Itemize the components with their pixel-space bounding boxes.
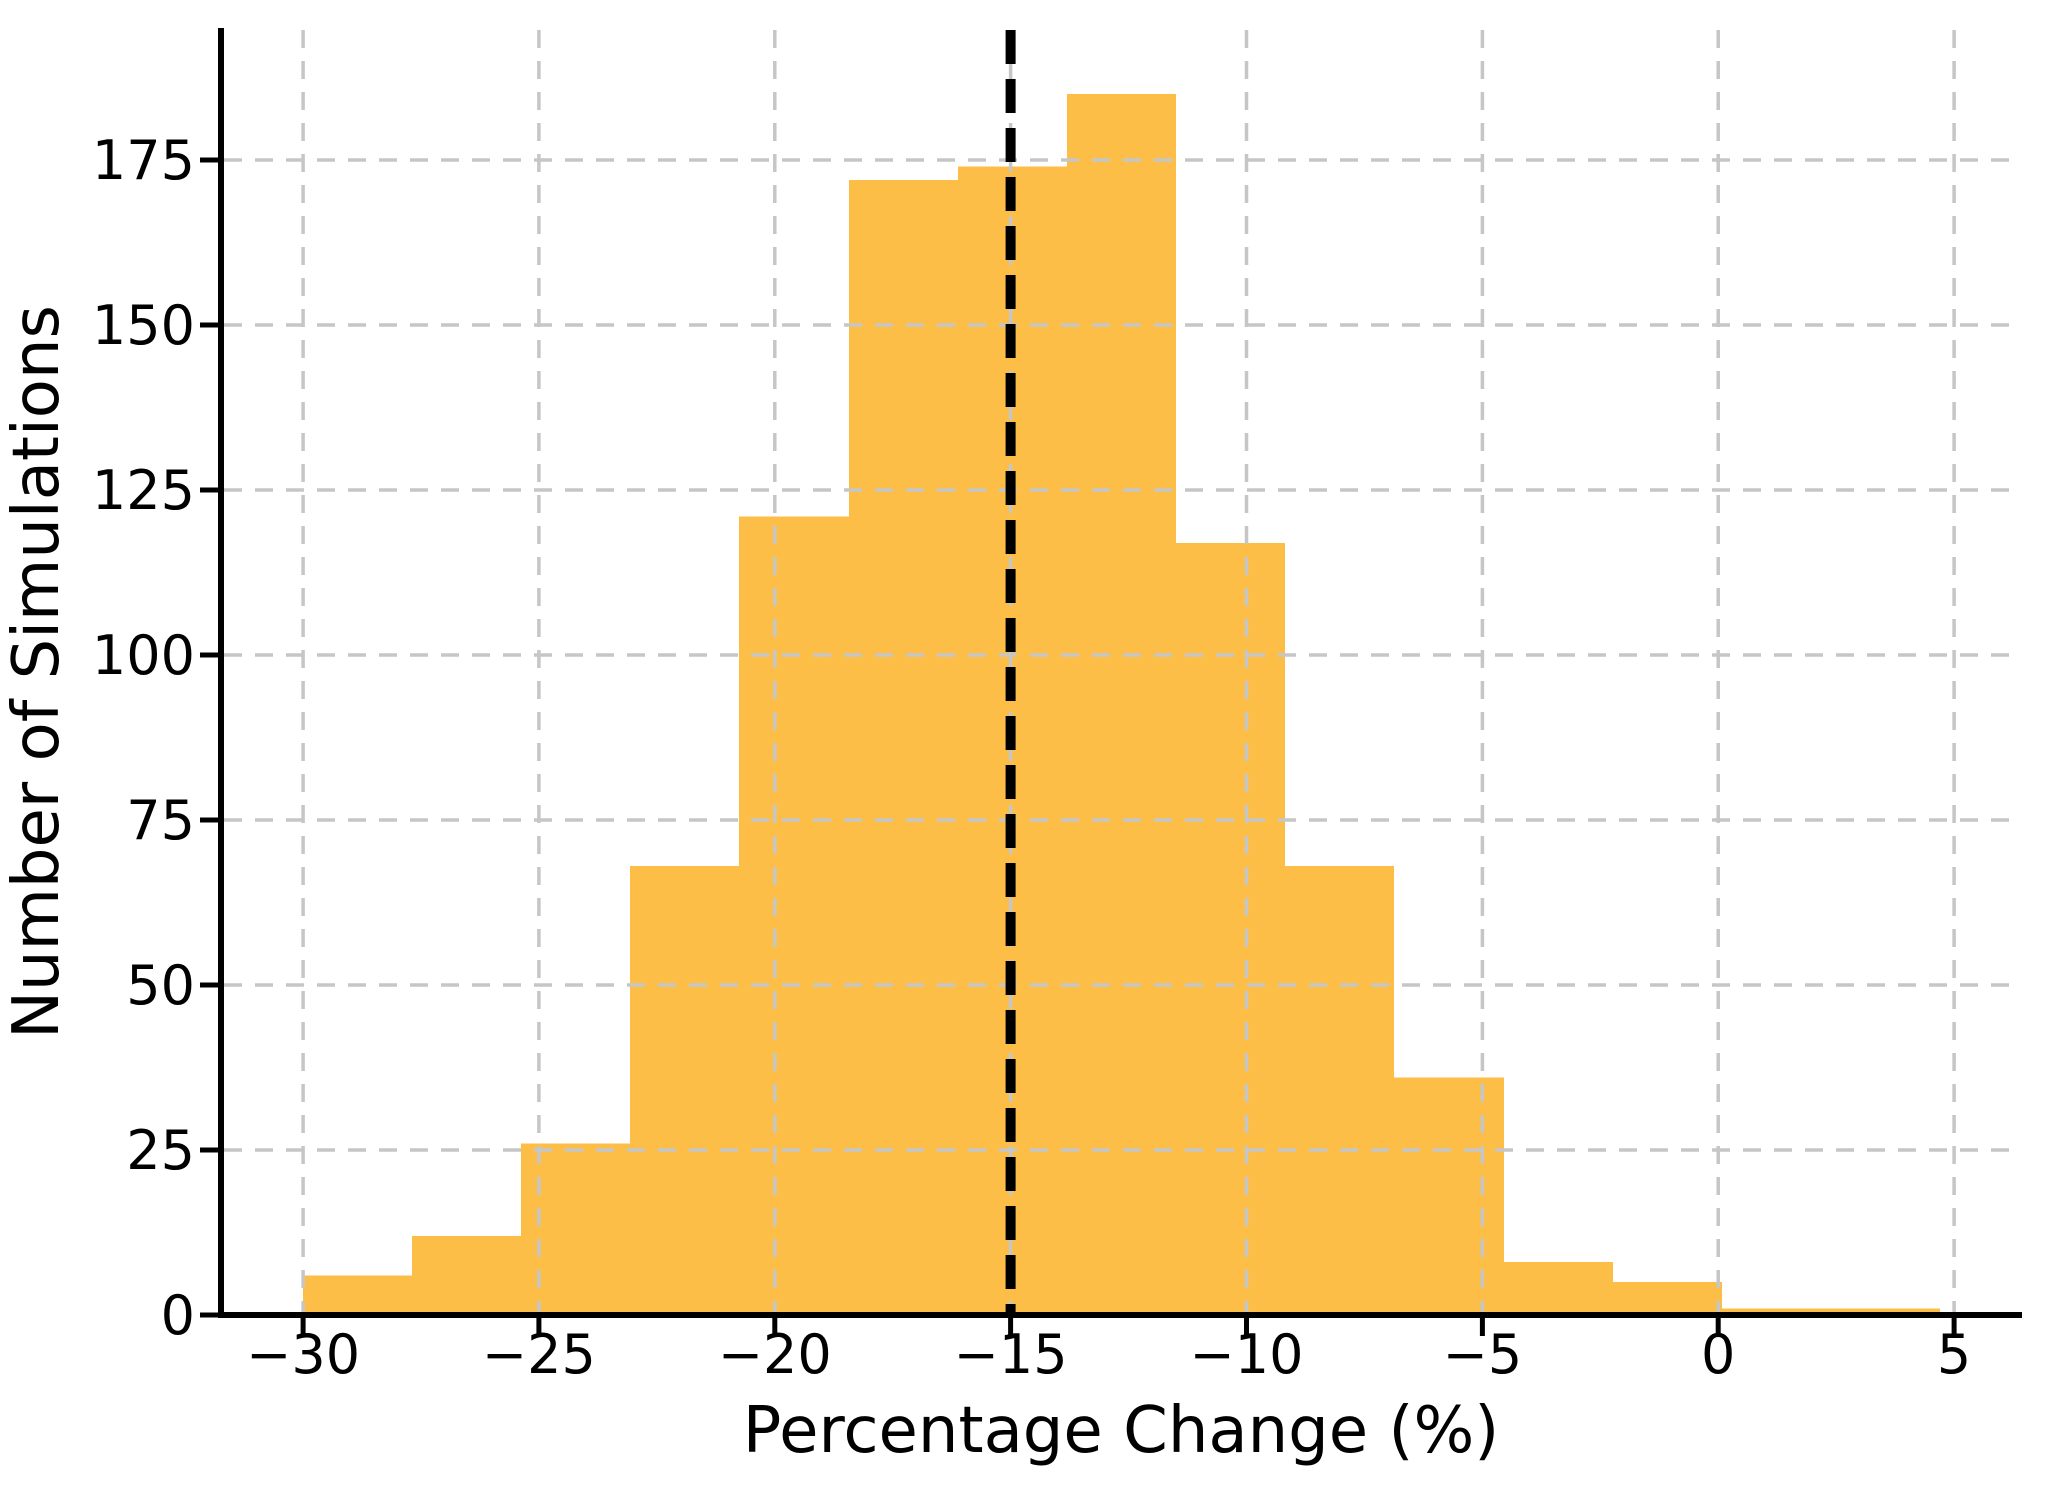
histogram-bar xyxy=(1831,1308,1940,1315)
y-tick-label: 100 xyxy=(92,624,195,687)
histogram-bar xyxy=(1285,866,1394,1315)
y-axis-label: Number of Simulations xyxy=(0,305,74,1039)
x-tick-label: −5 xyxy=(1443,1323,1523,1386)
histogram-bar xyxy=(739,516,849,1315)
x-tick-label: −15 xyxy=(954,1323,1068,1386)
histogram-bar xyxy=(303,1275,412,1315)
bars-layer xyxy=(303,94,1940,1316)
x-tick-label: 0 xyxy=(1701,1323,1735,1386)
x-tick-label: 5 xyxy=(1937,1323,1971,1386)
y-tick-label: 150 xyxy=(92,294,195,357)
y-tick-label: 25 xyxy=(126,1119,195,1182)
histogram-bar xyxy=(1067,94,1176,1315)
y-tick-label: 50 xyxy=(126,954,195,1017)
histogram-bar xyxy=(1504,1262,1613,1315)
x-tick-label: −30 xyxy=(246,1323,360,1386)
grid-layer xyxy=(224,30,2022,1312)
y-tick-label: 0 xyxy=(161,1284,195,1347)
y-tick-label: 125 xyxy=(92,459,195,522)
histogram-bar xyxy=(1394,1077,1504,1315)
histogram-bar xyxy=(1613,1282,1722,1315)
x-axis-label: Percentage Change (%) xyxy=(743,1394,1500,1468)
x-tick-label: −10 xyxy=(1190,1323,1304,1386)
histogram-bar xyxy=(630,866,739,1315)
histogram-bar xyxy=(521,1143,630,1315)
y-tick-label: 175 xyxy=(92,129,195,192)
y-tick-label: 75 xyxy=(126,789,195,852)
histogram-bar xyxy=(1176,542,1285,1315)
x-tick-label: −20 xyxy=(718,1323,832,1386)
histogram-bar xyxy=(412,1235,521,1315)
histogram-bar xyxy=(1722,1308,1831,1315)
histogram-bar xyxy=(849,179,958,1315)
x-tick-label: −25 xyxy=(482,1323,596,1386)
